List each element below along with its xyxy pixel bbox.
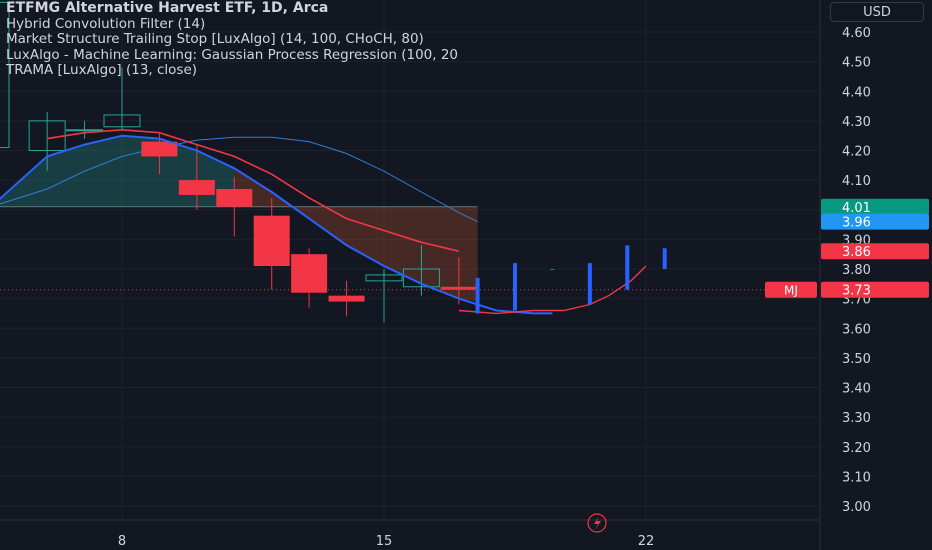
price-tick-label: 3.40 — [842, 382, 871, 397]
candle-body[interactable] — [365, 274, 403, 282]
price-tag-label: 3.86 — [842, 245, 871, 260]
candle-body[interactable] — [66, 129, 104, 132]
currency-button[interactable]: USD — [830, 2, 924, 22]
projection-bar — [587, 263, 592, 305]
candle-body[interactable] — [103, 114, 141, 128]
price-tick-label: 4.30 — [842, 115, 871, 130]
candle-body[interactable] — [402, 268, 440, 288]
price-tick-label: 4.50 — [842, 56, 871, 71]
price-tick-label: 4.20 — [842, 145, 871, 160]
candle-body[interactable] — [440, 286, 477, 290]
price-tick-label: 3.30 — [842, 411, 871, 426]
indicator-hybrid-filter[interactable]: Hybrid Convolution Filter (14) — [6, 16, 206, 32]
price-tag-label: 3.73 — [842, 284, 871, 299]
price-tag-label: 4.01 — [842, 201, 871, 216]
candle-body[interactable] — [328, 295, 365, 302]
candle-body[interactable] — [291, 254, 328, 293]
projection-bar — [513, 263, 517, 311]
projection-bar — [625, 245, 630, 290]
price-tick-label: 3.20 — [842, 441, 871, 456]
price-tick-label: 3.50 — [842, 352, 871, 367]
projection-bar — [550, 269, 555, 270]
price-tag-label: 3.96 — [842, 216, 871, 231]
candle-body[interactable] — [216, 189, 253, 207]
symbol-title[interactable]: ETFMG Alternative Harvest ETF, 1D, Arca — [6, 1, 329, 16]
lightning-icon — [594, 516, 601, 530]
trama-line — [46, 128, 460, 252]
price-tick-label: 4.60 — [842, 26, 871, 41]
price-tick-label: 4.40 — [842, 85, 871, 100]
candle-body[interactable] — [141, 141, 178, 157]
price-tag — [821, 198, 929, 215]
indicator-trailing-stop[interactable]: Market Structure Trailing Stop [LuxAlgo]… — [6, 32, 424, 47]
price-tick-label: 3.10 — [842, 470, 871, 485]
symbol-tag — [765, 281, 817, 298]
price-tag — [821, 243, 929, 260]
indicator-trama[interactable]: TRAMA [LuxAlgo] (13, close) — [6, 63, 198, 78]
candle-body[interactable] — [0, 1, 10, 149]
symbol-tag-label: MJ — [784, 284, 798, 298]
projection-bar — [475, 277, 480, 314]
time-tick-label: 8 — [118, 534, 126, 549]
candle-body[interactable] — [178, 180, 215, 195]
event-marker-icon[interactable] — [587, 513, 607, 533]
indicator-gpr[interactable]: LuxAlgo - Machine Learning: Gaussian Pro… — [6, 47, 459, 63]
price-tag — [821, 213, 929, 230]
projection-bar — [662, 248, 667, 269]
price-tick-label: 3.60 — [842, 322, 871, 337]
gpr-line — [0, 136, 478, 223]
price-tick-label: 4.10 — [842, 174, 871, 189]
price-tag — [821, 281, 929, 298]
trailing-stop-fill-bear — [234, 168, 478, 302]
time-tick-label: 15 — [376, 534, 393, 549]
candle-body[interactable] — [253, 215, 290, 267]
time-tick-label: 22 — [638, 534, 655, 549]
price-tick-label: 3.80 — [842, 263, 871, 278]
chart-legend: ETFMG Alternative Harvest ETF, 1D, Arca … — [6, 1, 458, 79]
price-tick-label: 3.00 — [842, 500, 871, 515]
